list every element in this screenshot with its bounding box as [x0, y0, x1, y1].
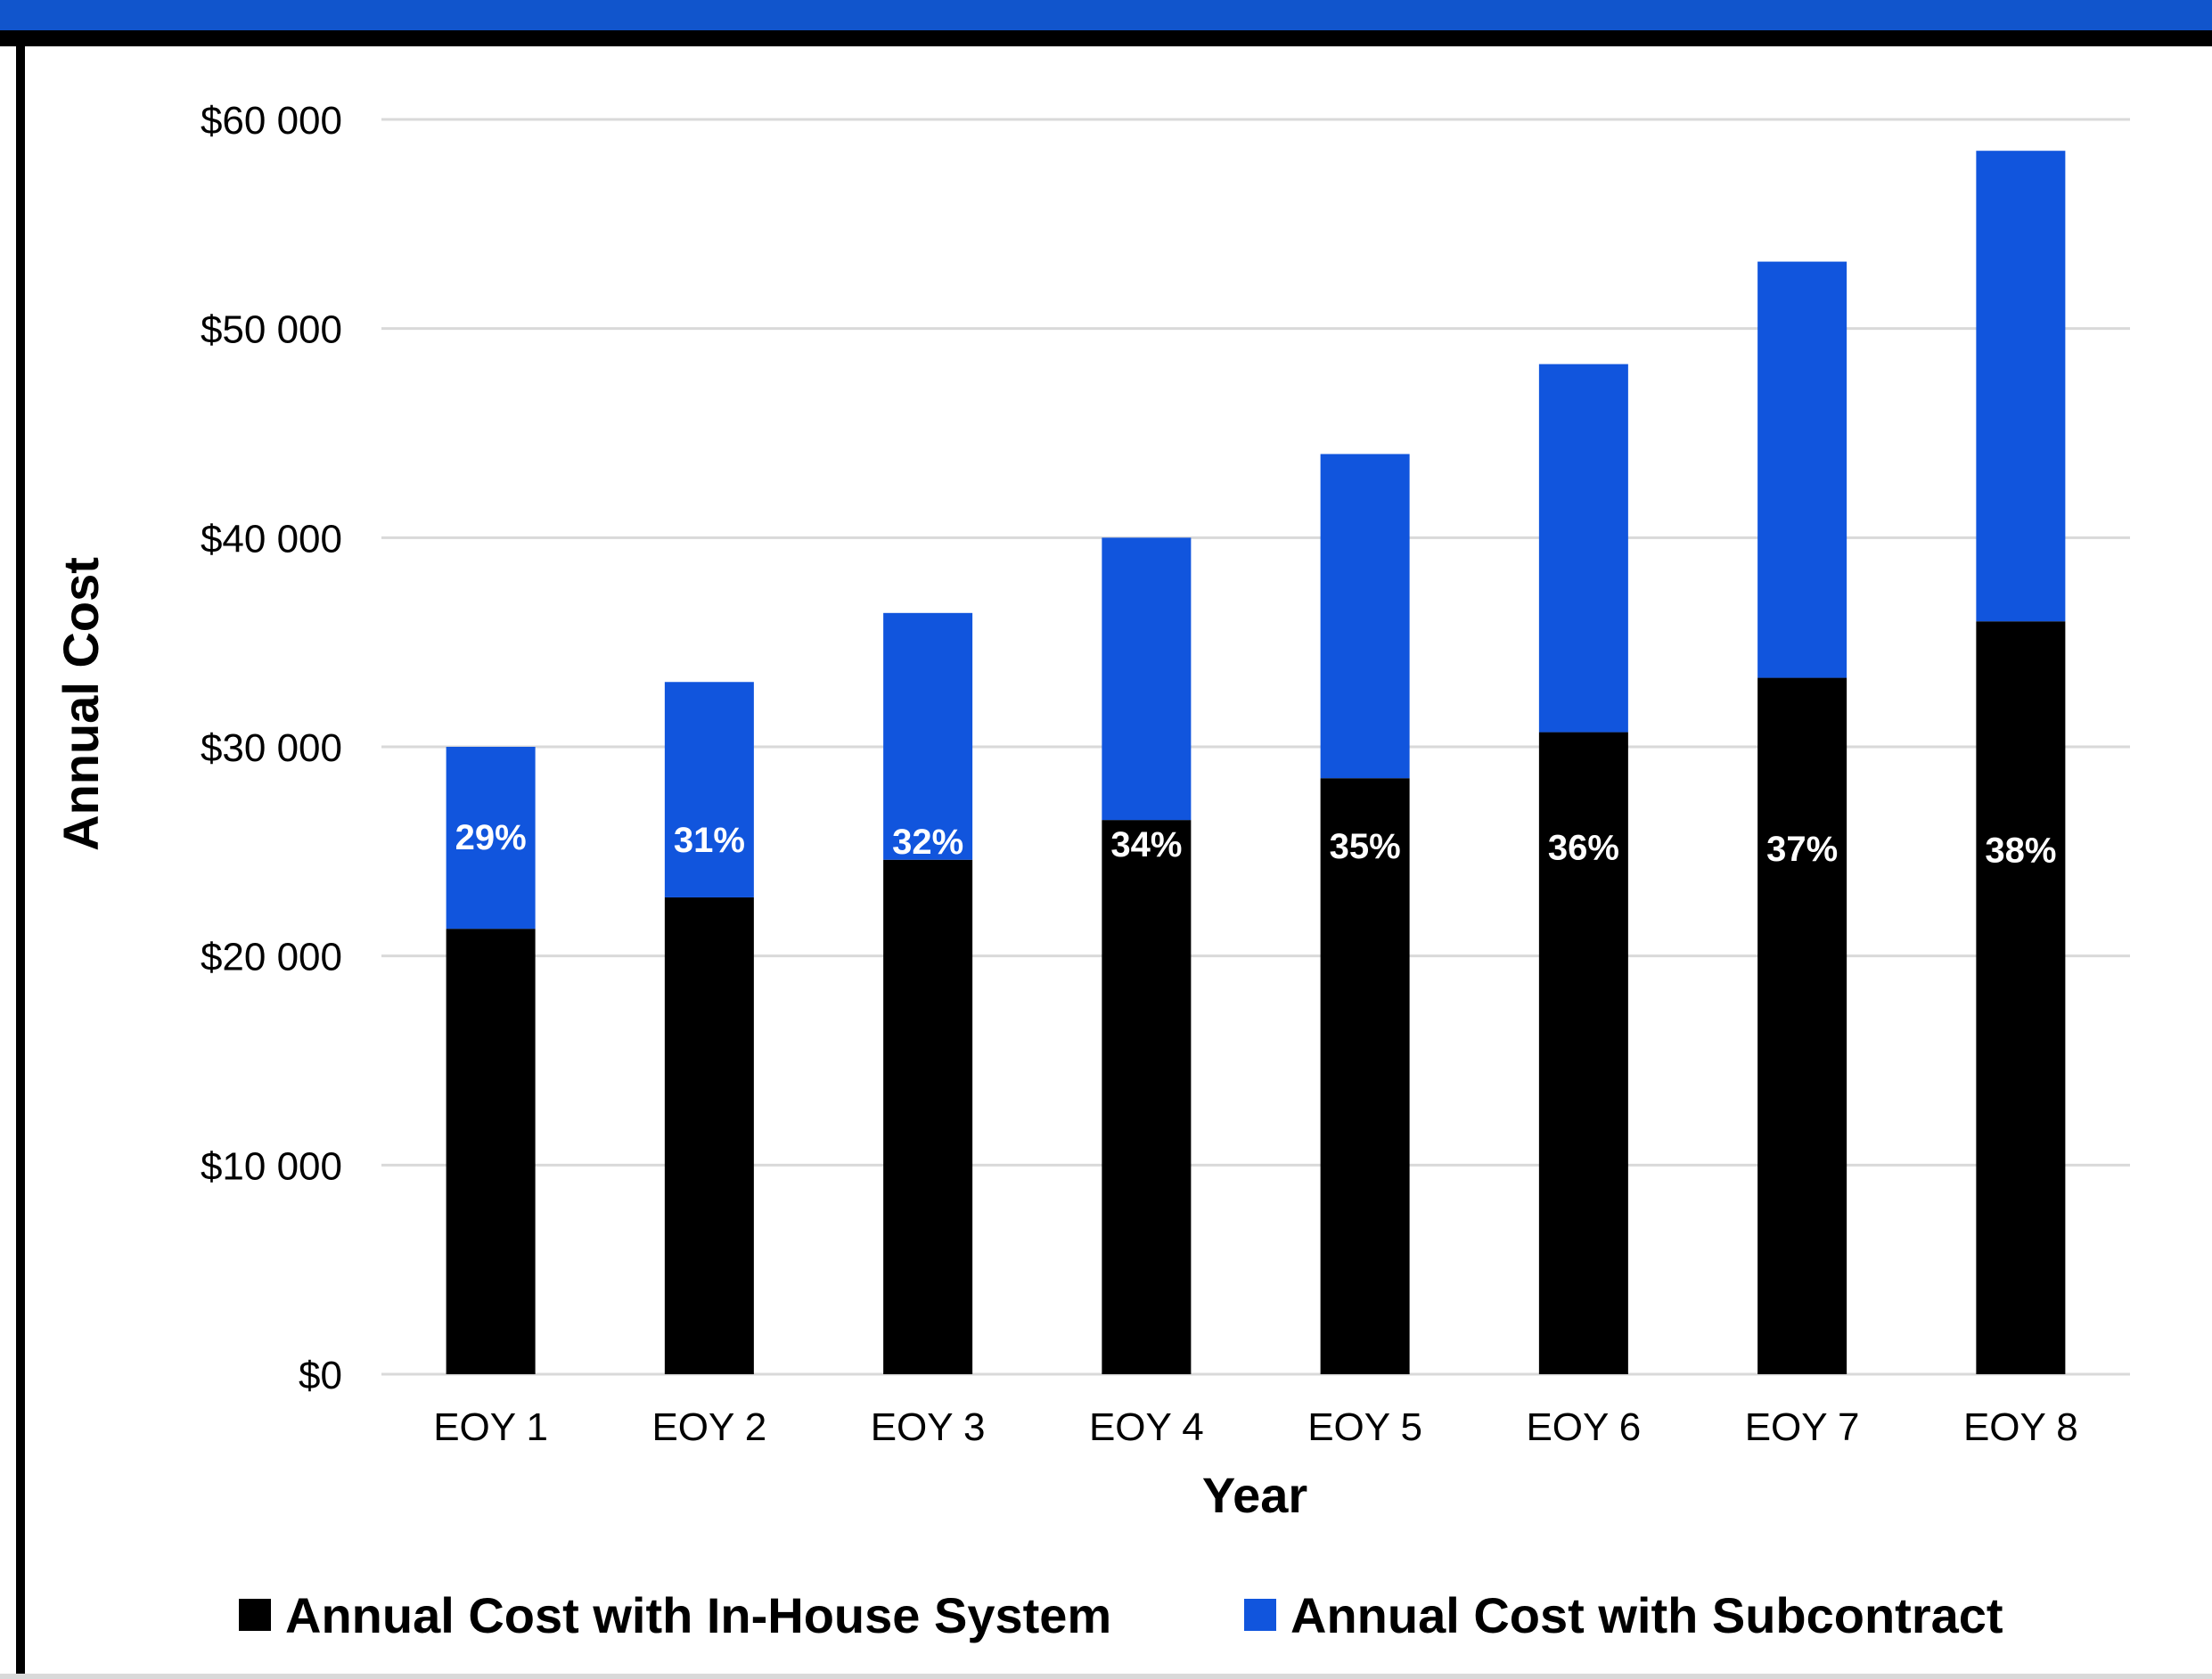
x-tick-label: EOY 5	[1307, 1405, 1422, 1449]
top-accent-bar	[0, 0, 2212, 30]
x-tick-label: EOY 7	[1745, 1405, 1860, 1449]
bar-data-label: 37%	[1766, 830, 1838, 869]
gridlines	[381, 118, 2130, 1376]
bar-data-label: 36%	[1548, 828, 1619, 867]
top-border	[0, 30, 2212, 46]
y-tick-label: $20 000	[201, 936, 342, 979]
bar-subcontract	[1976, 151, 2066, 622]
bar-subcontract	[1538, 364, 1628, 733]
bar-subcontract	[883, 612, 973, 860]
bar-data-label: 31%	[674, 821, 745, 860]
bar-in-house	[1976, 621, 2066, 1374]
bar-in-house	[1538, 732, 1628, 1374]
x-axis-ticks: EOY 1 EOY 2 EOY 3 EOY 4 EOY 5 EOY 6 EOY 7 EOY 8	[433, 1405, 2078, 1449]
bottom-border	[0, 1674, 2212, 1679]
bar-data-label: 38%	[1985, 831, 2056, 871]
bar-in-house	[664, 897, 754, 1374]
y-tick-label: $60 000	[201, 99, 342, 143]
x-tick-label: EOY 1	[433, 1405, 548, 1449]
legend-swatch-subcontract	[1244, 1599, 1276, 1631]
y-axis-title: Annual Cost	[53, 557, 109, 851]
x-tick-label: EOY 2	[651, 1405, 766, 1449]
bar-in-house	[1757, 677, 1847, 1374]
x-tick-label: EOY 8	[1963, 1405, 2078, 1449]
bar-subcontract	[664, 682, 754, 897]
y-axis-ticks: $0 $10 000 $20 000 $30 000 $40 000 $50 000 $60…	[201, 99, 342, 1397]
bar-in-house	[883, 859, 973, 1374]
bar-in-house	[1102, 820, 1192, 1374]
x-tick-label: EOY 4	[1089, 1405, 1204, 1449]
bar-in-house	[1320, 778, 1410, 1374]
legend: Annual Cost with In-House System Annual …	[239, 1587, 2003, 1643]
left-border	[16, 30, 25, 1679]
bar-subcontract	[446, 747, 536, 930]
bar-data-label: 32%	[892, 823, 963, 862]
bars	[446, 151, 2066, 1374]
bar-data-label: 35%	[1330, 827, 1401, 866]
y-tick-label: $40 000	[201, 517, 342, 561]
x-axis-title: Year	[1202, 1467, 1307, 1523]
data-labels: 29% 31% 32% 34% 35% 36% 37% 38%	[455, 818, 2057, 871]
bar-in-house	[446, 929, 536, 1374]
bar-subcontract	[1757, 261, 1847, 678]
y-tick-label: $30 000	[201, 726, 342, 770]
y-tick-label: $0	[299, 1354, 342, 1397]
y-tick-label: $10 000	[201, 1144, 342, 1188]
bar-subcontract	[1320, 454, 1410, 779]
bar-subcontract	[1102, 537, 1192, 821]
legend-label-subcontract: Annual Cost with Subcontract	[1290, 1587, 2003, 1643]
legend-label-in-house: Annual Cost with In-House System	[285, 1587, 1111, 1643]
x-tick-label: EOY 3	[871, 1405, 986, 1449]
bar-data-label: 34%	[1110, 825, 1182, 864]
y-tick-label: $50 000	[201, 308, 342, 352]
bar-data-label: 29%	[455, 818, 527, 857]
x-tick-label: EOY 6	[1526, 1405, 1641, 1449]
legend-swatch-in-house	[239, 1599, 271, 1631]
